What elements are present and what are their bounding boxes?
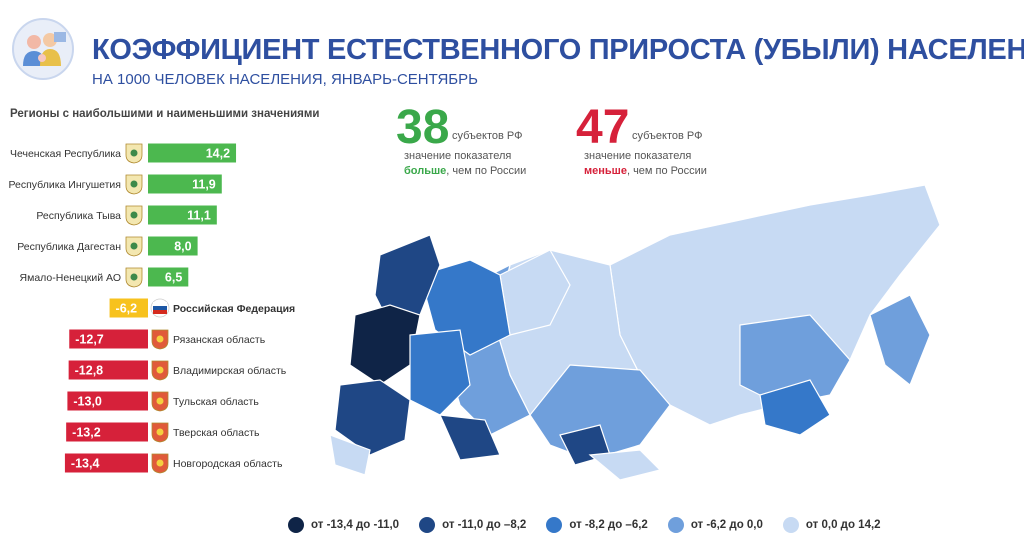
bar-value-label-6: -6,2 <box>116 302 138 316</box>
section-title: Регионы с наибольшими и наименьшими знач… <box>10 108 320 120</box>
russia-flag-icon <box>150 298 170 318</box>
region-emblem-icon <box>125 236 143 257</box>
legend-label-1: от -13,4 до -11,0 <box>311 519 400 531</box>
bar-value-label-10: -13,2 <box>72 426 101 440</box>
region-emblem-icon <box>151 360 169 381</box>
category-label-11: Новгородская область <box>173 458 283 470</box>
category-label-1: Чеченская Республика <box>10 148 121 160</box>
legend-item-3: от -8,2 до –6,2 <box>546 517 648 533</box>
legend-item-4: от -6,2 до 0,0 <box>667 517 763 533</box>
map-region-orenburg <box>439 414 501 461</box>
bar-value-label-3: 11,1 <box>187 209 211 223</box>
region-emblem-icon <box>151 391 169 412</box>
bar-1 <box>148 143 237 163</box>
legend-label-4: от -6,2 до 0,0 <box>690 519 763 531</box>
bar-7 <box>69 329 148 349</box>
bar-2 <box>148 174 222 194</box>
legend-label-3: от -8,2 до –6,2 <box>569 519 648 531</box>
map-region-altai <box>588 449 662 481</box>
bar-value-label-5: 6,5 <box>165 271 182 285</box>
category-label-10: Тверская область <box>173 427 260 439</box>
bar-11 <box>64 453 148 473</box>
legend-item-5: от 0,0 до 14,2 <box>782 517 881 533</box>
bar-value-label-9: -13,0 <box>73 395 102 409</box>
map-region-volga <box>409 329 471 416</box>
bar-chart: 14,2 Чеченская Республика 11,9 Республика И… <box>8 143 295 474</box>
map-region-kamchatka <box>869 294 931 386</box>
stat-above-rest: , чем по России <box>446 165 527 177</box>
stat-below-rest: , чем по России <box>626 165 707 177</box>
stat-above-line1: значение показателя <box>404 150 512 162</box>
legend-swatch-1 <box>288 517 304 533</box>
stat-below-line1: значение показателя <box>584 150 692 162</box>
legend-item-1: от -13,4 до -11,0 <box>288 517 399 533</box>
map-region-south <box>334 379 411 456</box>
category-label-2: Республика Ингушетия <box>8 179 121 191</box>
stat-above-emphasis: больше <box>404 165 447 177</box>
family-logo-icon <box>12 18 74 80</box>
stat-above-unit: субъектов РФ <box>452 130 523 142</box>
category-label-4: Республика Дагестан <box>17 241 121 253</box>
category-label-3: Республика Тыва <box>36 210 121 222</box>
legend-label-2: от -11,0 до –8,2 <box>442 519 527 531</box>
category-label-6: Российская Федерация <box>173 303 295 315</box>
stat-below-line2: меньше, чем по России <box>584 165 707 177</box>
category-label-7: Рязанская область <box>173 334 266 346</box>
map-legend: от -13,4 до -11,0 от -11,0 до –8,2 от -8… <box>288 517 901 533</box>
legend-swatch-4 <box>667 517 684 533</box>
bar-4 <box>148 236 198 256</box>
stat-below-unit: субъектов РФ <box>632 130 703 142</box>
legend-swatch-5 <box>782 517 799 533</box>
region-emblem-icon <box>125 143 143 164</box>
bar-9 <box>67 391 148 411</box>
stat-below-value: 47 <box>576 101 630 154</box>
region-emblem-icon <box>125 174 143 195</box>
bar-6 <box>109 298 148 318</box>
bar-10 <box>66 422 148 442</box>
legend-swatch-2 <box>419 517 436 533</box>
region-emblem-icon <box>125 205 143 226</box>
bar-value-label-4: 8,0 <box>174 240 191 254</box>
bar-value-label-1: 14,2 <box>206 147 230 161</box>
bar-value-label-2: 11,9 <box>192 178 216 192</box>
region-emblem-icon <box>151 422 169 443</box>
region-emblem-icon <box>151 329 169 350</box>
map-region-amur <box>759 379 831 436</box>
russia-map <box>329 184 941 481</box>
legend-swatch-3 <box>546 517 563 533</box>
bar-8 <box>68 360 148 380</box>
bar-3 <box>148 205 217 225</box>
bar-value-label-8: -12,8 <box>75 364 104 378</box>
bar-value-label-11: -13,4 <box>71 457 100 471</box>
region-emblem-icon <box>125 267 143 288</box>
category-label-8: Владимирская область <box>173 365 287 377</box>
category-label-5: Ямало-Ненецкий АО <box>20 272 121 284</box>
stat-below-emphasis: меньше <box>584 165 627 177</box>
legend-label-5: от 0,0 до 14,2 <box>805 519 881 531</box>
stat-above-line2: больше, чем по России <box>404 165 526 177</box>
bar-5 <box>148 267 189 287</box>
page-subtitle: НА 1000 ЧЕЛОВЕК НАСЕЛЕНИЯ, ЯНВАРЬ-СЕНТЯБ… <box>92 71 478 88</box>
stat-above-value: 38 <box>396 101 450 154</box>
bar-value-label-7: -12,7 <box>75 333 104 347</box>
map-region-caucasus <box>329 434 371 476</box>
legend-item-2: от -11,0 до –8,2 <box>419 517 526 533</box>
page-title: КОЭФФИЦИЕНТ ЕСТЕСТВЕННОГО ПРИРОСТА (УБЫЛ… <box>92 34 1024 66</box>
map-region-yakutia-south <box>739 314 851 406</box>
category-label-9: Тульская область <box>173 396 259 408</box>
region-emblem-icon <box>151 453 169 474</box>
